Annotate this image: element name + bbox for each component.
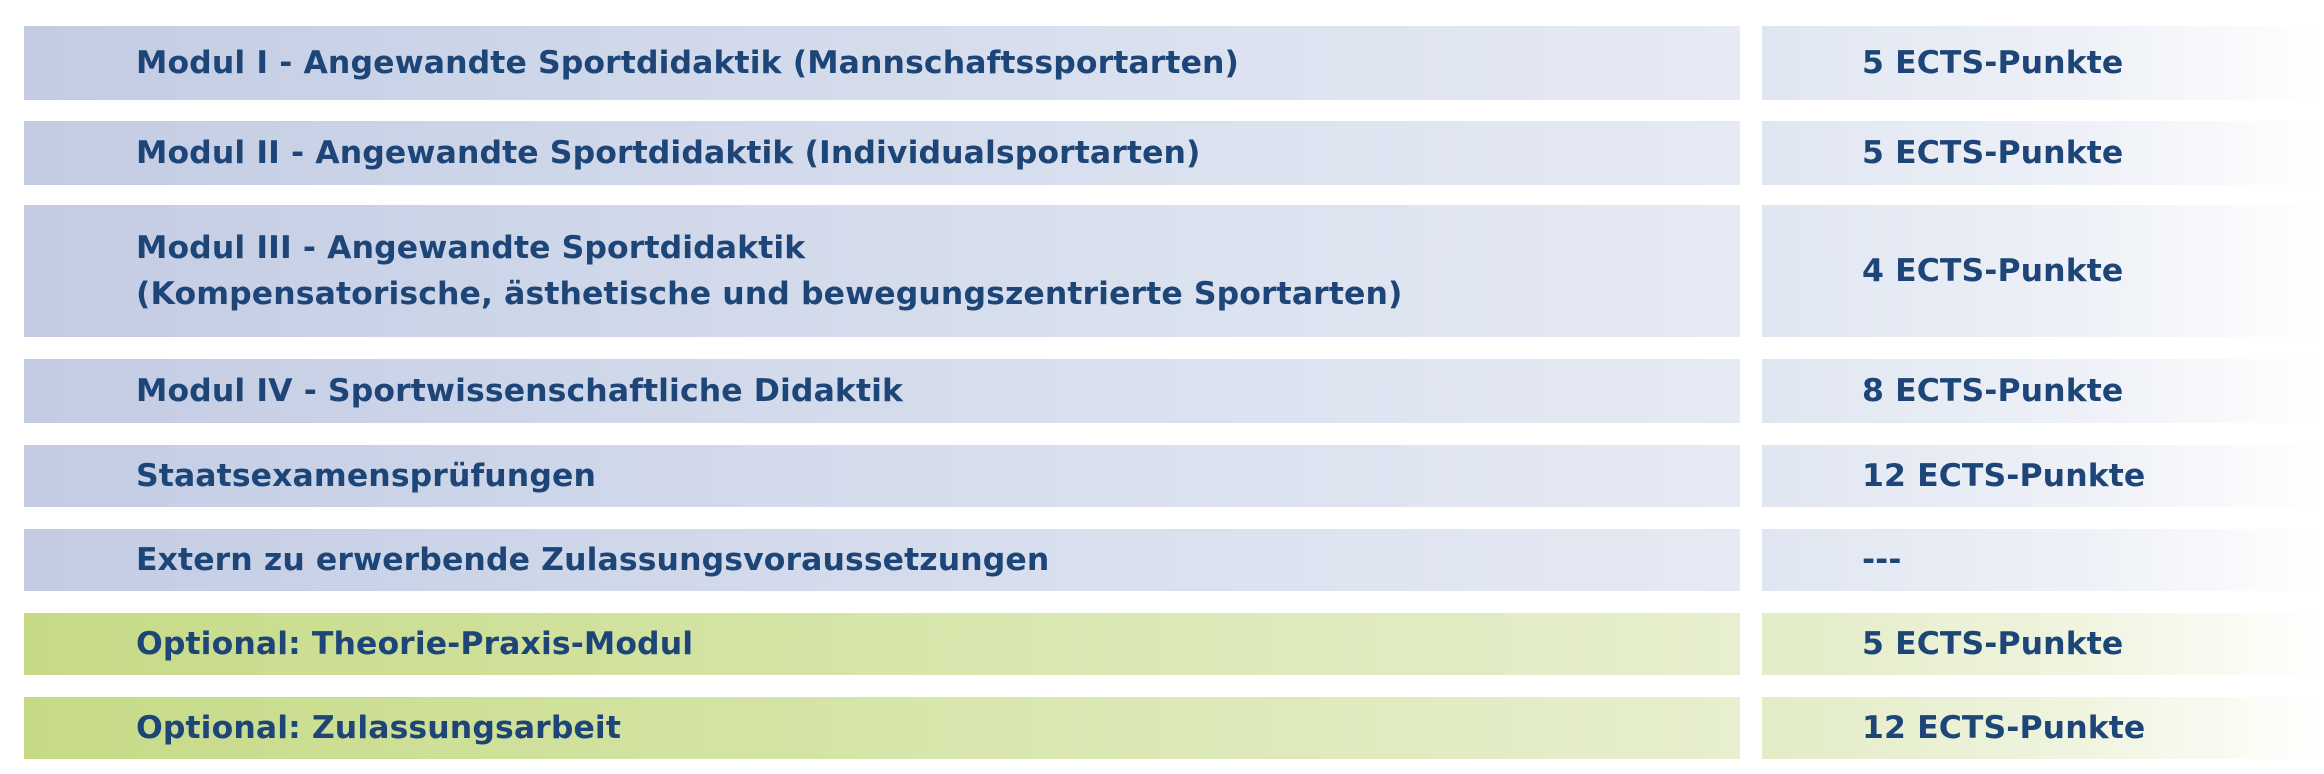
module-label-line-1: Modul III - Angewandte Sportdidaktik	[136, 230, 806, 266]
ects-cell: ---	[1762, 529, 2324, 591]
module-cell: Modul IV - Sportwissenschaftliche Didakt…	[24, 359, 1740, 423]
ects-value: 5 ECTS-Punkte	[1862, 626, 2124, 662]
module-cell: Modul I - Angewandte Sportdidaktik (Mann…	[24, 26, 1740, 100]
ects-value: 12 ECTS-Punkte	[1862, 710, 2146, 746]
module-label: Staatsexamensprüfungen	[136, 458, 596, 494]
module-cell: Modul II - Angewandte Sportdidaktik (Ind…	[24, 121, 1740, 185]
ects-cell: 12 ECTS-Punkte	[1762, 445, 2324, 507]
table-row: Modul I - Angewandte Sportdidaktik (Mann…	[24, 26, 2324, 100]
module-label-line-2: (Kompensatorische, ästhetische und beweg…	[136, 276, 1403, 312]
ects-cell: 5 ECTS-Punkte	[1762, 26, 2324, 100]
module-cell: Modul III - Angewandte Sportdidaktik (Ko…	[24, 205, 1740, 337]
ects-cell: 5 ECTS-Punkte	[1762, 121, 2324, 185]
module-label: Optional: Theorie-Praxis-Modul	[136, 626, 694, 662]
ects-cell: 4 ECTS-Punkte	[1762, 205, 2324, 337]
ects-value: ---	[1862, 542, 1902, 578]
module-label: Modul III - Angewandte Sportdidaktik (Ko…	[136, 225, 1402, 317]
module-cell: Extern zu erwerbende Zulassungsvorausset…	[24, 529, 1740, 591]
module-label: Modul I - Angewandte Sportdidaktik (Mann…	[136, 45, 1240, 81]
module-cell: Staatsexamensprüfungen	[24, 445, 1740, 507]
module-label: Optional: Zulassungsarbeit	[136, 710, 621, 746]
module-label: Modul IV - Sportwissenschaftliche Didakt…	[136, 373, 904, 409]
table-row: Optional: Theorie-Praxis-Modul 5 ECTS-Pu…	[24, 613, 2324, 675]
table-row: Modul IV - Sportwissenschaftliche Didakt…	[24, 359, 2324, 423]
ects-value: 5 ECTS-Punkte	[1862, 45, 2124, 81]
module-label: Modul II - Angewandte Sportdidaktik (Ind…	[136, 135, 1201, 171]
ects-value: 5 ECTS-Punkte	[1862, 135, 2124, 171]
ects-cell: 5 ECTS-Punkte	[1762, 613, 2324, 675]
ects-cell: 12 ECTS-Punkte	[1762, 697, 2324, 759]
module-cell: Optional: Zulassungsarbeit	[24, 697, 1740, 759]
table-row: Staatsexamensprüfungen 12 ECTS-Punkte	[24, 445, 2324, 507]
table-row: Modul III - Angewandte Sportdidaktik (Ko…	[24, 205, 2324, 337]
table-row: Modul II - Angewandte Sportdidaktik (Ind…	[24, 121, 2324, 185]
table-row: Optional: Zulassungsarbeit 12 ECTS-Punkt…	[24, 697, 2324, 759]
module-cell: Optional: Theorie-Praxis-Modul	[24, 613, 1740, 675]
ects-value: 8 ECTS-Punkte	[1862, 373, 2124, 409]
ects-cell: 8 ECTS-Punkte	[1762, 359, 2324, 423]
module-label: Extern zu erwerbende Zulassungsvorausset…	[136, 542, 1050, 578]
ects-value: 4 ECTS-Punkte	[1862, 253, 2124, 289]
table-row: Extern zu erwerbende Zulassungsvorausset…	[24, 529, 2324, 591]
ects-value: 12 ECTS-Punkte	[1862, 458, 2146, 494]
